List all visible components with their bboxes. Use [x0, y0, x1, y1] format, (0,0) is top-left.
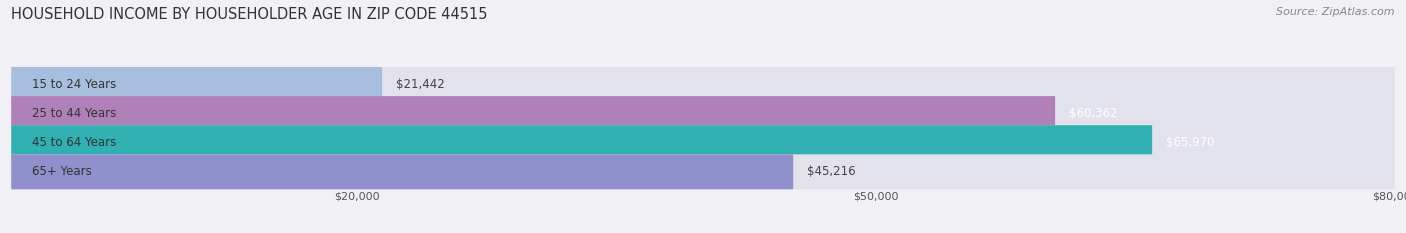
Text: $65,970: $65,970 [1166, 136, 1215, 149]
FancyBboxPatch shape [11, 154, 1395, 189]
FancyBboxPatch shape [11, 96, 1054, 131]
Text: Source: ZipAtlas.com: Source: ZipAtlas.com [1277, 7, 1395, 17]
FancyBboxPatch shape [11, 67, 1395, 102]
Text: $21,442: $21,442 [396, 78, 444, 91]
FancyBboxPatch shape [11, 125, 1152, 160]
FancyBboxPatch shape [11, 96, 1395, 131]
Text: 65+ Years: 65+ Years [32, 165, 91, 178]
Text: $60,362: $60,362 [1069, 107, 1118, 120]
FancyBboxPatch shape [11, 154, 793, 189]
Text: HOUSEHOLD INCOME BY HOUSEHOLDER AGE IN ZIP CODE 44515: HOUSEHOLD INCOME BY HOUSEHOLDER AGE IN Z… [11, 7, 488, 22]
Text: $45,216: $45,216 [807, 165, 856, 178]
Text: 15 to 24 Years: 15 to 24 Years [32, 78, 117, 91]
Text: 45 to 64 Years: 45 to 64 Years [32, 136, 117, 149]
FancyBboxPatch shape [11, 125, 1395, 160]
FancyBboxPatch shape [11, 67, 382, 102]
Text: 25 to 44 Years: 25 to 44 Years [32, 107, 117, 120]
